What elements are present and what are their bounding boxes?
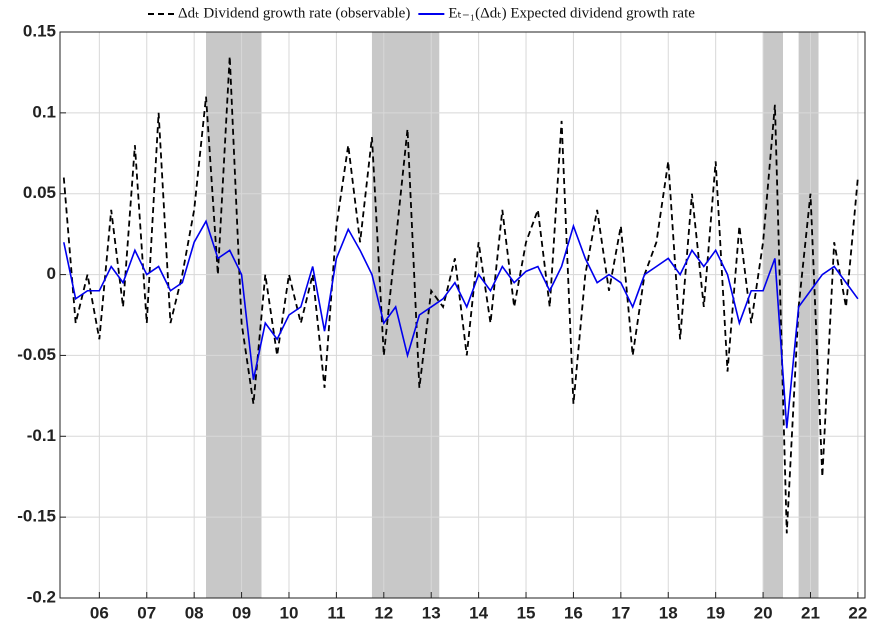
x-tick-label: 09 <box>232 603 251 622</box>
shaded-region <box>206 32 262 598</box>
legend-label: Eₜ₋₁(Δdₜ) Expected dividend growth rate <box>448 5 695 21</box>
y-tick-label: 0.15 <box>23 21 56 40</box>
x-tick-label: 19 <box>706 603 725 622</box>
y-tick-label: 0.05 <box>23 183 56 202</box>
x-tick-label: 11 <box>327 603 345 622</box>
y-tick-label: -0.1 <box>27 426 56 445</box>
x-tick-label: 14 <box>469 603 488 622</box>
x-tick-label: 10 <box>280 603 299 622</box>
x-tick-label: 12 <box>374 603 393 622</box>
y-tick-label: -0.2 <box>27 587 56 606</box>
x-tick-label: 06 <box>90 603 109 622</box>
x-tick-label: 18 <box>659 603 678 622</box>
legend-label: Δdₜ Dividend growth rate (observable) <box>178 5 410 21</box>
shaded-region <box>798 32 819 598</box>
y-tick-label: -0.05 <box>17 345 56 364</box>
series-line <box>62 56 859 534</box>
y-tick-label: 0.1 <box>32 102 56 121</box>
shaded-region <box>763 32 783 598</box>
x-tick-label: 07 <box>137 603 156 622</box>
x-tick-label: 16 <box>564 603 583 622</box>
x-tick-label: 17 <box>611 603 630 622</box>
plot-border <box>59 31 866 599</box>
x-tick-label: 22 <box>848 603 867 622</box>
x-tick-label: 13 <box>422 603 441 622</box>
x-tick-label: 20 <box>754 603 773 622</box>
x-tick-label: 21 <box>801 603 820 622</box>
series-line <box>63 219 859 429</box>
x-tick-label: 08 <box>185 603 204 622</box>
shaded-region <box>371 32 440 598</box>
y-tick-label: 0 <box>47 264 56 283</box>
x-tick-label: 15 <box>517 603 536 622</box>
y-tick-label: -0.15 <box>17 507 56 526</box>
